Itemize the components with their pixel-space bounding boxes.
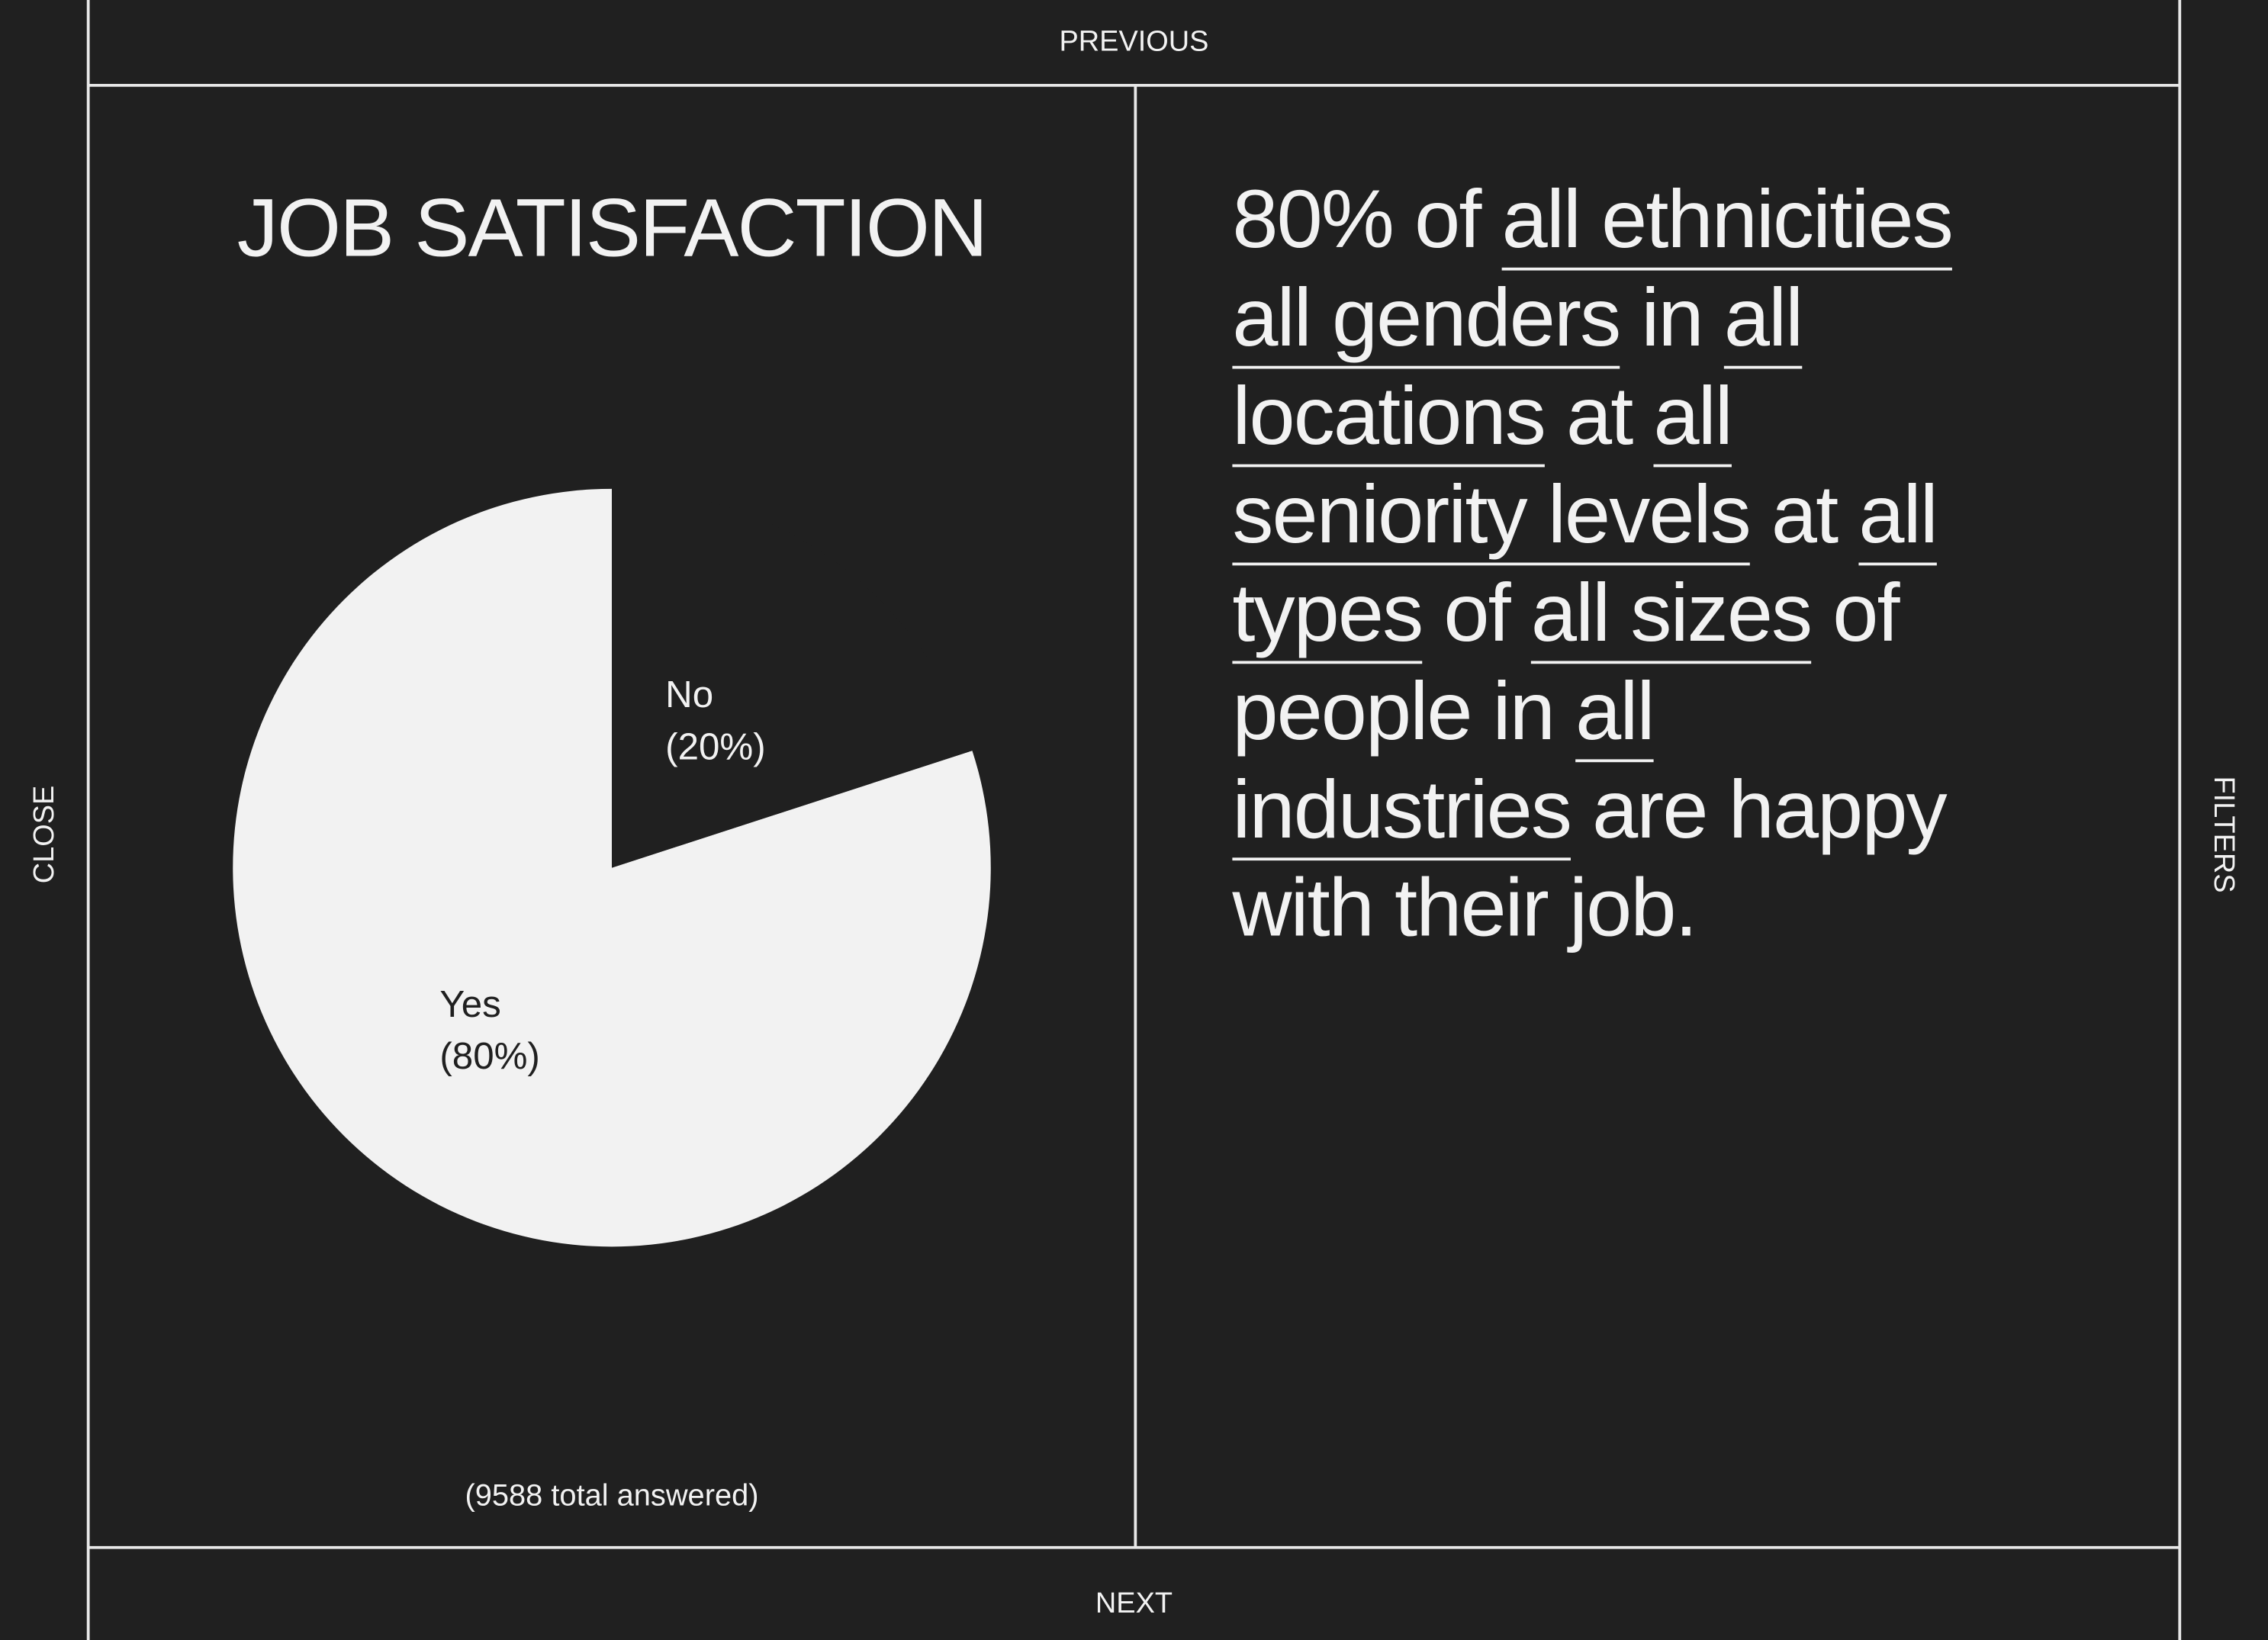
statement-highlight: all genders (1232, 272, 1621, 365)
statement-line: with their job. (1232, 859, 2157, 957)
previous-button[interactable]: PREVIOUS (1060, 25, 1209, 57)
close-button[interactable]: CLOSE (28, 786, 60, 884)
statement-line: all genders in all (1232, 269, 2157, 368)
statement-text: of (1422, 567, 1531, 660)
statement-text: at (1544, 370, 1654, 463)
filters-button[interactable]: FILTERS (2208, 776, 2240, 892)
statement-highlight: seniority levels (1232, 468, 1751, 561)
statement-line: people in all (1232, 662, 2157, 761)
pie: Yes (80%) No (20%) (233, 488, 991, 1247)
pie-slice (612, 488, 973, 868)
total-note: (9588 total answered) (465, 1479, 759, 1513)
statement-text: people in (1232, 665, 1576, 758)
slice-value-label: (80%) (439, 1035, 539, 1077)
statement: 80% of all ethnicities all genders in all… (1232, 171, 2157, 957)
statement-highlight: all (1575, 665, 1655, 758)
statement-line: types of all sizes of (1232, 564, 2157, 662)
statement-highlight: types (1232, 567, 1424, 660)
statement-line: industries are happy (1232, 761, 2157, 859)
statement-highlight: industries (1232, 764, 1572, 857)
slice-value-label: (20%) (665, 725, 765, 767)
slice-label: Yes (439, 983, 500, 1025)
statement-text: at (1749, 468, 1859, 561)
statement-text: of (1811, 567, 1900, 660)
statement-highlight: all (1653, 370, 1732, 463)
statement-highlight: all (1723, 272, 1803, 365)
statement-text: are happy (1570, 764, 1948, 857)
pie-slice (233, 488, 991, 1247)
slice-label: No (665, 674, 713, 715)
statement-highlight: all (1858, 468, 1938, 561)
statement-highlight: locations (1232, 370, 1546, 463)
statement-line: 80% of all ethnicities (1232, 171, 2157, 269)
statement-text: with their job. (1232, 862, 1697, 955)
statement-highlight: all ethnicities (1501, 173, 1954, 266)
statement-text: 80% of (1232, 173, 1502, 266)
statement-line: locations at all (1232, 368, 2157, 466)
chart-title: JOB SATISFACTION (237, 182, 986, 274)
statement-line: seniority levels at all (1232, 466, 2157, 564)
statement-highlight: all sizes (1530, 567, 1813, 660)
statement-text: in (1620, 272, 1724, 365)
next-button[interactable]: NEXT (1095, 1587, 1173, 1619)
